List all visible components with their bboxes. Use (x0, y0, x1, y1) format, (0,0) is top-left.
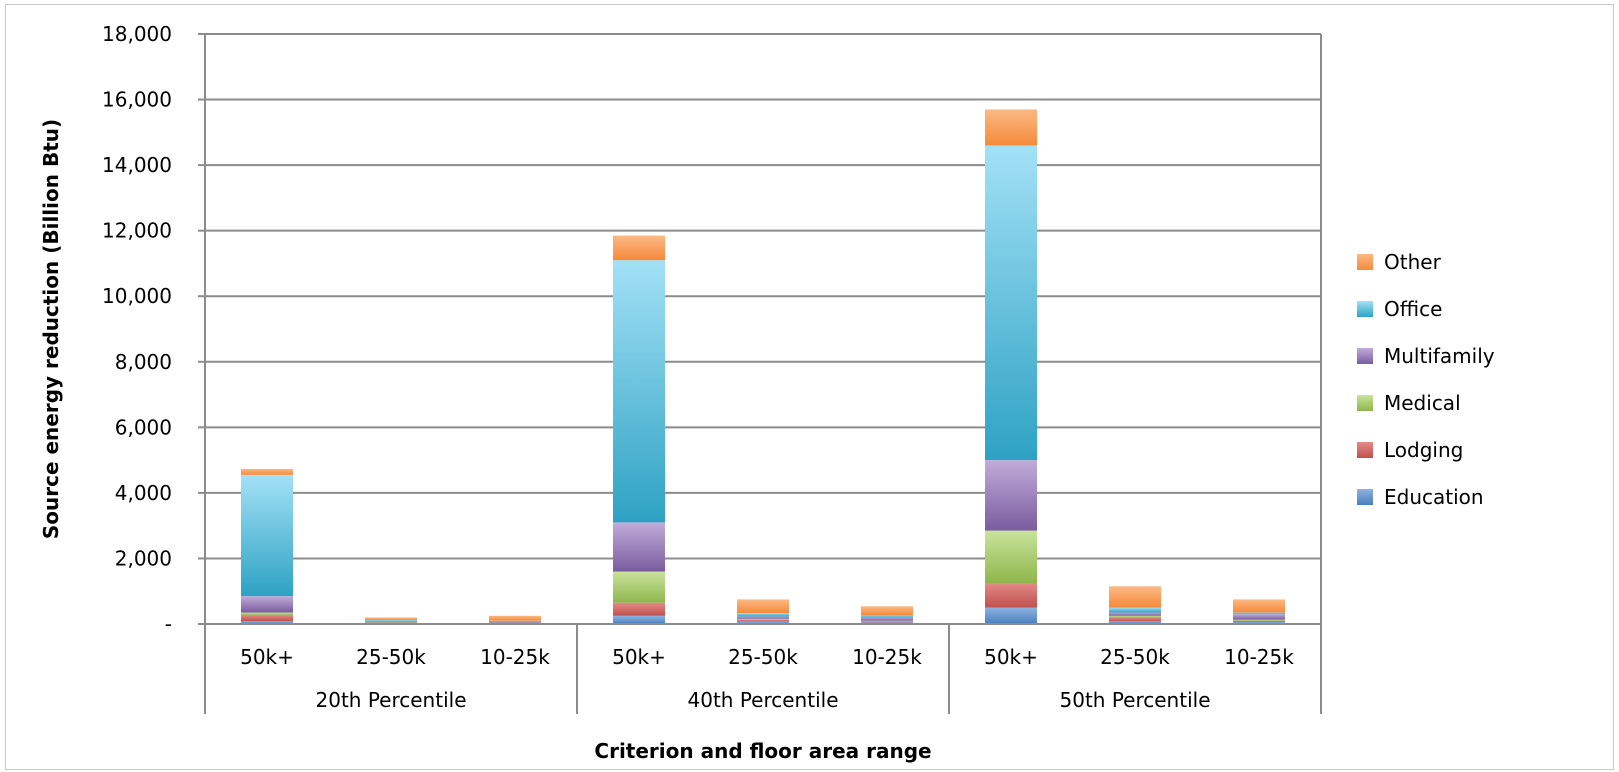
bar-segment-multifamily (1233, 614, 1285, 620)
legend-label-medical: Medical (1384, 391, 1461, 415)
bar-segment-lodging (241, 614, 293, 622)
legend-label-other: Other (1384, 250, 1442, 274)
bar-segment-other (365, 617, 417, 621)
bar-segment-lodging (613, 602, 665, 616)
bar-segment-lodging (737, 619, 789, 622)
bar-segment-medical (737, 618, 789, 620)
bar-segment-office (985, 145, 1037, 461)
chart-frame (5, 4, 1614, 770)
bar-segment-education (241, 621, 293, 624)
legend-swatch-lodging (1357, 442, 1373, 458)
y-tick-label: 18,000 (102, 22, 172, 46)
bar-segment-lodging (1109, 617, 1161, 622)
bar-segment-other (1109, 586, 1161, 608)
group-label: 50th Percentile (1060, 688, 1211, 712)
y-tick-label: - (165, 612, 172, 636)
y-axis-ticks: - 2,000 4,000 6,000 8,000 10,000 12,000 14,000 1… (102, 22, 205, 636)
bar-segment-medical (1109, 615, 1161, 618)
x-tick-label: 50k+ (240, 645, 294, 669)
bar-segment-office (737, 613, 789, 617)
legend-swatch-medical (1357, 395, 1373, 411)
bar-segment-lodging (1233, 620, 1285, 623)
bar-segment-education (985, 607, 1037, 624)
legend-label-lodging: Lodging (1384, 438, 1463, 462)
y-tick-label: 12,000 (102, 219, 172, 243)
y-tick-label: 4,000 (115, 481, 172, 505)
x-tick-label: 50k+ (612, 645, 666, 669)
bar-segment-multifamily (861, 617, 913, 621)
bar-segment-other (1233, 599, 1285, 613)
bar-segment-education (737, 621, 789, 624)
group-label: 40th Percentile (688, 688, 839, 712)
gridlines (204, 33, 1322, 624)
bar-segment-office (489, 620, 541, 622)
x-axis: 50k+ 25-50k 10-25k 20th Percentile 50k+ 25-50… (204, 623, 1322, 714)
bar-segment-office (1233, 612, 1285, 615)
bar-segment-office (365, 620, 417, 622)
x-tick-label: 10-25k (1224, 645, 1294, 669)
bar-segment-other (737, 599, 789, 614)
bar-segment-other (241, 468, 293, 475)
x-tick-label: 50k+ (984, 645, 1038, 669)
y-tick-label: 10,000 (102, 284, 172, 308)
bar-segment-other (613, 235, 665, 261)
bar-segment-medical (861, 620, 913, 622)
bar-segment-multifamily (737, 616, 789, 619)
y-tick-label: 6,000 (115, 415, 172, 439)
y-axis-title: Source energy reduction (Billion Btu) (39, 119, 63, 539)
bar-segment-multifamily (241, 596, 293, 613)
bar-segment-education (1109, 621, 1161, 624)
bar-segment-other (489, 615, 541, 621)
bar-segment-lodging (985, 583, 1037, 608)
bar-segment-office (613, 260, 665, 523)
legend-swatch-other (1357, 254, 1373, 270)
group-label: 20th Percentile (316, 688, 467, 712)
bar-segment-medical (1233, 619, 1285, 621)
x-tick-label: 25-50k (356, 645, 426, 669)
y-tick-label: 14,000 (102, 153, 172, 177)
legend-swatch-education (1357, 489, 1373, 505)
bar-segment-office (861, 615, 913, 618)
bar-segment-multifamily (1109, 612, 1161, 616)
bar-segment-multifamily (613, 522, 665, 572)
legend-label-multifamily: Multifamily (1384, 344, 1495, 368)
x-tick-label: 10-25k (852, 645, 922, 669)
bar-segment-medical (241, 612, 293, 615)
bar-segment-medical (985, 530, 1037, 584)
x-axis-title: Criterion and floor area range (594, 739, 931, 763)
bar-segment-medical (613, 571, 665, 603)
bar-segment-multifamily (365, 621, 417, 623)
legend-label-education: Education (1384, 485, 1484, 509)
bar-segment-office (241, 474, 293, 597)
y-tick-label: 8,000 (115, 350, 172, 374)
bar-segment-medical (365, 622, 417, 623)
x-tick-label: 10-25k (480, 645, 550, 669)
bar-segment-office (1109, 607, 1161, 613)
x-tick-label: 25-50k (728, 645, 798, 669)
legend-label-office: Office (1384, 297, 1442, 321)
bar-segment-education (613, 615, 665, 624)
legend: Other Office Multifamily Medical Lodging Educ… (1357, 250, 1495, 509)
bar-segment-medical (489, 622, 541, 624)
legend-swatch-multifamily (1357, 348, 1373, 364)
bar-segment-other (861, 606, 913, 616)
bar-segment-multifamily (489, 621, 541, 623)
bar-segment-multifamily (985, 460, 1037, 531)
legend-swatch-office (1357, 301, 1373, 317)
x-tick-label: 25-50k (1100, 645, 1170, 669)
y-tick-label: 16,000 (102, 88, 172, 112)
y-tick-label: 2,000 (115, 546, 172, 570)
bar-segment-lodging (861, 621, 913, 623)
bar-segment-other (985, 109, 1037, 146)
bars (241, 109, 1285, 624)
